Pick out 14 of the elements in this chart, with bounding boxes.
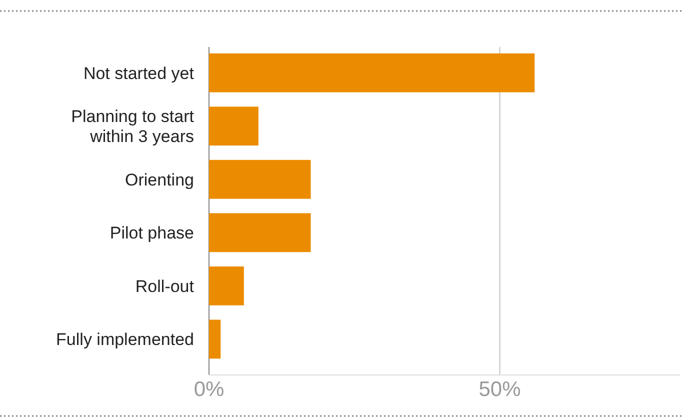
bar <box>209 213 311 252</box>
y-tick-label: Fully implemented <box>56 330 194 349</box>
bar <box>209 320 221 359</box>
y-tick-label: Pilot phase <box>110 223 194 242</box>
y-tick-label: Planning to start within 3 years <box>71 106 194 146</box>
bar <box>209 106 258 146</box>
y-tick-label: Roll-out <box>135 276 194 296</box>
x-tick-label: 50% <box>478 378 521 401</box>
bar <box>209 160 311 199</box>
y-tick-label: Not started yet <box>83 63 194 82</box>
bar <box>209 53 535 92</box>
y-tick-label: Orienting <box>125 170 194 189</box>
bar <box>209 266 244 306</box>
x-tick-label: 0% <box>194 378 224 401</box>
